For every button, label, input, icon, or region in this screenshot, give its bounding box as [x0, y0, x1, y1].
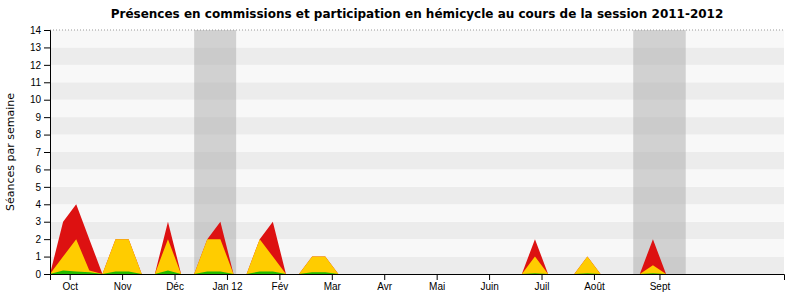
- tick-label: 14: [30, 25, 42, 36]
- band: [633, 30, 685, 274]
- tick-label: 7: [35, 147, 41, 158]
- tick: Mai: [429, 274, 445, 292]
- tick-mark: [44, 274, 50, 275]
- tick-mark: [44, 239, 50, 240]
- tick-mark: [659, 274, 660, 280]
- tick-label: Juil: [535, 281, 550, 292]
- tick-mark: [44, 47, 50, 48]
- axis-line: [44, 31, 51, 275]
- y-label: Séances par semaine: [4, 93, 17, 211]
- plot-area: [50, 30, 784, 274]
- tick-mark: [44, 82, 50, 83]
- tick-label: 5: [35, 182, 41, 193]
- tick-mark: [44, 152, 50, 153]
- series-area: [50, 204, 771, 274]
- tick-mark: [437, 274, 438, 280]
- tick: Avr: [377, 274, 392, 292]
- tick-mark: [594, 274, 595, 280]
- tick: 7: [35, 147, 50, 158]
- tick: 3: [35, 216, 50, 227]
- tick-label: Avr: [377, 281, 392, 292]
- tick-label: 2: [35, 234, 41, 245]
- tick: 11: [31, 77, 50, 88]
- tick-label: 3: [35, 216, 41, 227]
- tick: 8: [35, 129, 50, 140]
- tick: 12: [30, 60, 50, 71]
- tick-mark: [384, 274, 385, 280]
- tick-mark: [122, 274, 123, 280]
- tick: Fév: [272, 274, 289, 292]
- tick-label: Oct: [62, 281, 78, 292]
- tick-mark: [542, 274, 543, 280]
- axis-line: [51, 275, 785, 281]
- tick: 14: [30, 25, 50, 36]
- tick-mark: [44, 257, 50, 258]
- tick-mark: [44, 117, 50, 118]
- tick: 10: [30, 94, 50, 105]
- tick: 1: [35, 251, 50, 262]
- tick-label: 10: [30, 94, 42, 105]
- tick: Jan 12: [212, 274, 242, 292]
- tick: 13: [30, 42, 50, 53]
- tick-label: Août: [584, 281, 605, 292]
- tick: 0: [35, 269, 50, 280]
- tick-label: 9: [35, 112, 41, 123]
- tick-label: 1: [35, 251, 41, 262]
- tick-label: Sept: [650, 281, 671, 292]
- tick: Oct: [62, 274, 78, 292]
- tick-label: Déc: [166, 281, 184, 292]
- series-area: [50, 239, 771, 274]
- tick-label: Jan 12: [212, 281, 242, 292]
- tick-mark: [44, 222, 50, 223]
- tick-label: 8: [35, 129, 41, 140]
- chart: 01234567891011121314OctNovDécJan 12FévMa…: [0, 0, 800, 300]
- tick-label: Fév: [272, 281, 289, 292]
- tick: 9: [35, 112, 50, 123]
- tick: 4: [35, 199, 50, 210]
- plot: 01234567891011121314OctNovDécJan 12FévMa…: [30, 25, 785, 292]
- tick-label: 0: [35, 269, 41, 280]
- tick-mark: [44, 135, 50, 136]
- tick: Déc: [166, 274, 184, 292]
- tick-mark: [44, 65, 50, 66]
- tick-label: 11: [31, 77, 42, 88]
- tick: Juin: [480, 274, 498, 292]
- tick-mark: [332, 274, 333, 280]
- tick-label: Mai: [429, 281, 445, 292]
- tick: Nov: [114, 274, 132, 292]
- tick: Mar: [324, 274, 342, 292]
- tick: 6: [35, 164, 50, 175]
- tick-mark: [227, 274, 228, 280]
- tick-label: 13: [30, 42, 42, 53]
- tick: Juil: [535, 274, 550, 292]
- tick: 5: [35, 182, 50, 193]
- tick-mark: [44, 100, 50, 101]
- tick-mark: [44, 204, 50, 205]
- tick-label: Nov: [114, 281, 132, 292]
- tick-label: 12: [30, 60, 42, 71]
- tick-mark: [44, 30, 50, 31]
- tick: Sept: [650, 274, 671, 292]
- tick-label: 4: [35, 199, 41, 210]
- tick-mark: [44, 187, 50, 188]
- tick-label: Juin: [480, 281, 498, 292]
- tick: 2: [35, 234, 50, 245]
- tick-label: 6: [35, 164, 41, 175]
- tick-mark: [489, 274, 490, 280]
- top-line: [50, 30, 784, 31]
- tick-mark: [175, 274, 176, 280]
- title: Présences en commissions et participatio…: [111, 7, 724, 21]
- tick-mark: [44, 169, 50, 170]
- tick-label: Mar: [324, 281, 342, 292]
- y-axis: 01234567891011121314: [30, 25, 51, 280]
- tick-mark: [70, 274, 71, 280]
- series-area: [50, 271, 771, 274]
- x-axis: Oct Nov Déc Jan 12 Fév Mar Avr Mai Juin Juil Août S…: [51, 274, 785, 292]
- tick-mark: [279, 274, 280, 280]
- tick: Août: [584, 274, 605, 292]
